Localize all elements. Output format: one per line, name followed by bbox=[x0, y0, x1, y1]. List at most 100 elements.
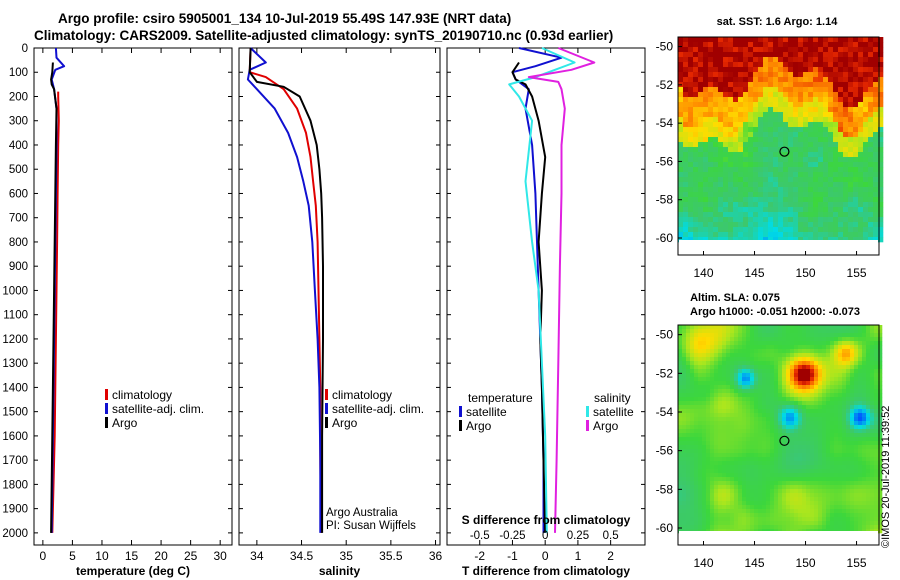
map-cell bbox=[766, 341, 771, 346]
map-cell bbox=[834, 493, 839, 498]
map-cell bbox=[690, 477, 695, 482]
secondary-x-axis-label: S difference from climatology bbox=[462, 513, 631, 527]
map-cell bbox=[822, 477, 827, 482]
map-cell bbox=[788, 102, 794, 108]
map-cell bbox=[834, 489, 839, 494]
map-cell bbox=[682, 345, 687, 350]
map-cell bbox=[738, 147, 744, 153]
map-cell bbox=[743, 237, 749, 243]
map-cell bbox=[823, 132, 829, 138]
map-cell bbox=[708, 127, 714, 133]
map-cell bbox=[708, 82, 714, 88]
sst-map: sat. SST: 1.6 Argo: 1.14 140 145 150 155-50… bbox=[656, 16, 884, 280]
map-y-tick-label: -50 bbox=[656, 328, 674, 342]
map-cell bbox=[710, 329, 715, 334]
map-cell bbox=[714, 485, 719, 490]
map-cell bbox=[754, 517, 759, 522]
map-cell bbox=[843, 62, 849, 68]
map-cell bbox=[854, 433, 859, 438]
map-cell bbox=[834, 433, 839, 438]
map-cell bbox=[734, 417, 739, 422]
map-cell bbox=[842, 493, 847, 498]
map-cell bbox=[810, 501, 815, 506]
map-cell bbox=[870, 421, 875, 426]
map-cell bbox=[808, 42, 814, 48]
map-cell bbox=[810, 373, 815, 378]
map-cell bbox=[842, 341, 847, 346]
map-cell bbox=[718, 212, 724, 218]
map-cell bbox=[718, 381, 723, 386]
map-cell bbox=[763, 227, 769, 233]
map-cell bbox=[688, 122, 694, 128]
map-cell bbox=[862, 405, 867, 410]
map-cell bbox=[846, 425, 851, 430]
map-cell bbox=[728, 197, 734, 203]
map-cell bbox=[803, 227, 809, 233]
map-cell bbox=[738, 67, 744, 73]
map-cell bbox=[698, 212, 704, 218]
map-cell bbox=[738, 232, 744, 238]
map-cell bbox=[873, 67, 879, 73]
map-cell bbox=[858, 449, 863, 454]
map-cell bbox=[698, 82, 704, 88]
map-cell bbox=[748, 97, 754, 103]
map-cell bbox=[866, 521, 871, 526]
map-cell bbox=[822, 433, 827, 438]
map-cell bbox=[843, 217, 849, 223]
map-cell bbox=[708, 47, 714, 53]
map-cell bbox=[690, 417, 695, 422]
map-cell bbox=[710, 377, 715, 382]
map-cell bbox=[706, 401, 711, 406]
map-cell bbox=[766, 525, 771, 530]
map-cell bbox=[738, 152, 744, 158]
map-cell bbox=[734, 349, 739, 354]
map-cell bbox=[742, 497, 747, 502]
map-cell bbox=[678, 413, 683, 418]
map-cell bbox=[688, 97, 694, 103]
map-cell bbox=[798, 501, 803, 506]
map-cell bbox=[726, 365, 731, 370]
map-cell bbox=[878, 197, 884, 203]
legend-label: Argo bbox=[593, 419, 619, 433]
map-cell bbox=[818, 417, 823, 422]
map-cell bbox=[806, 501, 811, 506]
map-cell bbox=[806, 389, 811, 394]
map-cell bbox=[874, 497, 879, 502]
map-cell bbox=[690, 449, 695, 454]
map-cell bbox=[878, 167, 884, 173]
map-cell bbox=[750, 481, 755, 486]
map-cell bbox=[866, 485, 871, 490]
map-cell bbox=[838, 521, 843, 526]
map-cell bbox=[778, 501, 783, 506]
map-cell bbox=[868, 237, 874, 243]
map-cell bbox=[802, 485, 807, 490]
x-tick-label: 34.5 bbox=[290, 549, 314, 563]
map-cell bbox=[874, 461, 879, 466]
map-cell bbox=[774, 429, 779, 434]
map-cell bbox=[798, 421, 803, 426]
map-cell bbox=[713, 72, 719, 78]
map-cell bbox=[858, 445, 863, 450]
map-cell bbox=[742, 417, 747, 422]
map-cell bbox=[870, 333, 875, 338]
map-cell bbox=[866, 357, 871, 362]
map-cell bbox=[873, 112, 879, 118]
map-cell bbox=[708, 207, 714, 213]
map-cell bbox=[822, 485, 827, 490]
map-cell bbox=[742, 505, 747, 510]
map-cell bbox=[838, 377, 843, 382]
map-cell bbox=[690, 445, 695, 450]
map-cell bbox=[833, 222, 839, 228]
map-cell bbox=[690, 517, 695, 522]
map-cell bbox=[758, 485, 763, 490]
map-cell bbox=[774, 445, 779, 450]
map-cell bbox=[766, 361, 771, 366]
map-cell bbox=[834, 437, 839, 442]
map-cell bbox=[748, 47, 754, 53]
map-cell bbox=[790, 505, 795, 510]
map-cell bbox=[790, 337, 795, 342]
map-cell bbox=[728, 127, 734, 133]
map-cell bbox=[774, 513, 779, 518]
map-cell bbox=[702, 357, 707, 362]
map-cell bbox=[818, 433, 823, 438]
